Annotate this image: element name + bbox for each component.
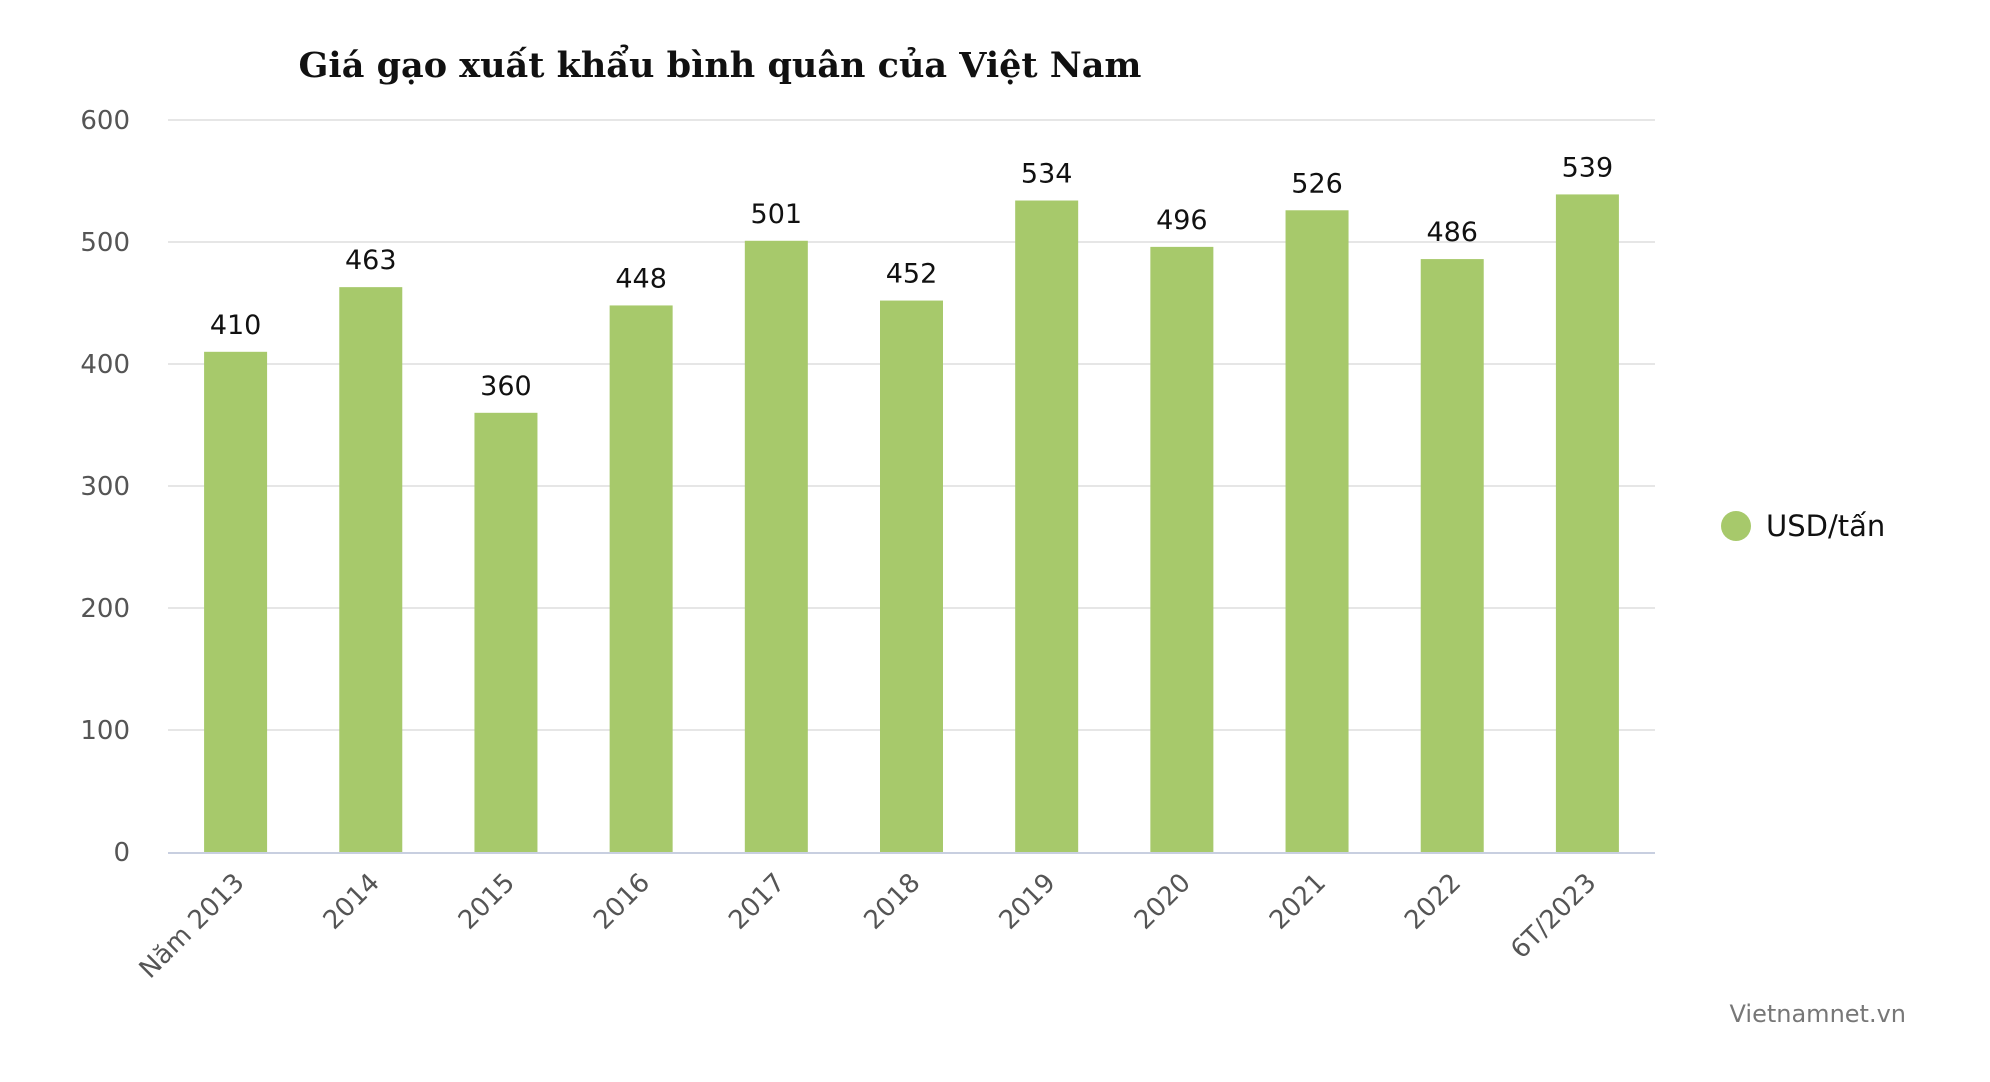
x-tick-label: 2020 xyxy=(1129,868,1197,936)
bars xyxy=(204,194,1619,853)
data-label: 360 xyxy=(480,371,532,402)
x-tick-label: 2019 xyxy=(994,868,1062,936)
data-label: 452 xyxy=(886,259,938,290)
bar[interactable] xyxy=(609,305,673,852)
data-label: 463 xyxy=(345,245,397,276)
data-label: 410 xyxy=(210,310,262,341)
y-tick-label: 600 xyxy=(80,106,130,136)
x-tick-label: 2016 xyxy=(588,868,656,936)
y-axis-ticks: 0 100 200 300 400 500 600 xyxy=(80,106,130,868)
bar[interactable] xyxy=(744,240,808,852)
y-tick-label: 500 xyxy=(80,228,130,258)
x-tick-label: Năm 2013 xyxy=(134,868,251,985)
bar[interactable] xyxy=(474,412,538,852)
data-label: 501 xyxy=(751,199,803,230)
x-tick-label: 2017 xyxy=(723,868,791,936)
y-tick-label: 300 xyxy=(80,472,130,502)
bar[interactable] xyxy=(1555,194,1619,853)
x-tick-label: 2022 xyxy=(1399,868,1467,936)
legend[interactable]: USD/tấn xyxy=(1721,509,1885,543)
bar[interactable] xyxy=(204,351,268,852)
x-axis-ticks: Năm 2013 2014 2015 2016 2017 2018 2019 2020 2021… xyxy=(134,868,1603,985)
bar[interactable] xyxy=(1420,259,1484,853)
x-tick-label: 2015 xyxy=(453,868,521,936)
data-labels: 410 463 360 448 501 452 534 496 526 486 539 xyxy=(210,152,1613,401)
x-tick-label: 2021 xyxy=(1264,868,1332,936)
data-label: 526 xyxy=(1291,168,1343,199)
bar[interactable] xyxy=(339,287,403,852)
data-label: 486 xyxy=(1426,217,1478,248)
bar[interactable] xyxy=(1015,200,1079,852)
y-tick-label: 400 xyxy=(80,350,130,380)
legend-marker xyxy=(1721,511,1751,541)
bar[interactable] xyxy=(1285,210,1349,852)
y-tick-label: 100 xyxy=(80,716,130,746)
y-tick-label: 0 xyxy=(113,838,130,868)
data-label: 539 xyxy=(1562,152,1614,183)
legend-label: USD/tấn xyxy=(1766,509,1885,543)
credit-text: Vietnamnet.vn xyxy=(1730,1000,1906,1028)
bar[interactable] xyxy=(880,300,943,852)
data-label: 496 xyxy=(1156,205,1208,236)
y-tick-label: 200 xyxy=(80,594,130,624)
chart-title: Giá gạo xuất khẩu bình quân của Việt Nam xyxy=(299,44,1142,86)
x-tick-label: 6T/2023 xyxy=(1505,868,1602,965)
x-tick-label: 2014 xyxy=(318,868,386,936)
bar[interactable] xyxy=(1150,246,1214,852)
x-tick-label: 2018 xyxy=(858,868,926,936)
data-label: 534 xyxy=(1021,159,1073,190)
data-label: 448 xyxy=(615,263,667,294)
